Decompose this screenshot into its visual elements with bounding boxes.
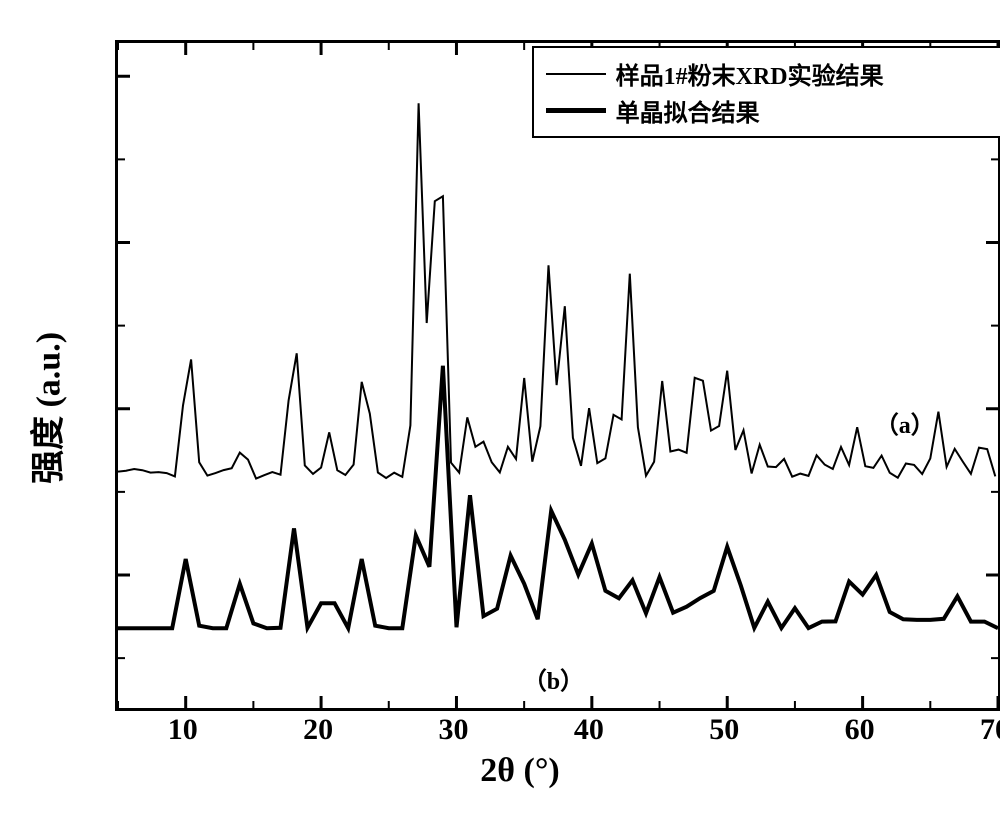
plot-area: 样品1#粉末XRD实验结果单晶拟合结果 （a） （b） (115, 40, 1000, 711)
x-tick-label: 20 (303, 713, 333, 747)
legend-box: 样品1#粉末XRD实验结果单晶拟合结果 (532, 46, 1000, 138)
y-axis-label: 强度 (a.u.) (21, 331, 70, 483)
legend-swatch (546, 108, 606, 113)
legend-item: 样品1#粉末XRD实验结果 (546, 56, 995, 91)
annotation-label: （a） (875, 405, 935, 440)
x-tick-label: 60 (845, 713, 875, 747)
annotation-label: （b） (523, 661, 584, 696)
x-tick-label: 50 (709, 713, 739, 747)
x-tick-label: 40 (574, 713, 604, 747)
x-tick-label: 30 (438, 713, 468, 747)
legend-item: 单晶拟合结果 (546, 93, 995, 128)
legend-label: 单晶拟合结果 (616, 93, 760, 128)
legend-label: 样品1#粉末XRD实验结果 (616, 56, 884, 91)
series-a-experimental (118, 103, 995, 478)
x-tick-label: 10 (168, 713, 198, 747)
legend-swatch (546, 73, 606, 75)
x-axis-label: 2θ (°) (480, 752, 560, 790)
series-b-simulated (118, 366, 998, 629)
xrd-chart: 强度 (a.u.) 样品1#粉末XRD实验结果单晶拟合结果 （a） （b） 2θ … (20, 20, 1000, 795)
x-tick-label: 70 (980, 713, 1000, 747)
xrd-curves-svg (118, 43, 998, 708)
